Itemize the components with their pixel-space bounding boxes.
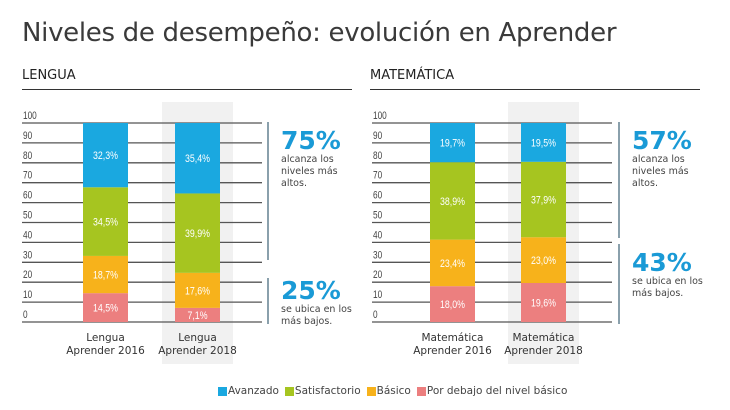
bar-segment-avanzado: [430, 123, 475, 163]
callout-value: 75%: [281, 126, 341, 155]
callout-text: alcanza los niveles más altos.: [281, 154, 338, 189]
callout-value: 57%: [632, 126, 692, 155]
bar-segment-basico: [175, 272, 220, 308]
bar-value-label: 23,4%: [440, 258, 465, 270]
callout-text: alcanza los niveles más altos.: [632, 154, 689, 189]
callout-low-lengua: 25% se ubica en los más bajos.: [281, 278, 361, 328]
bar-segment-satisfactorio: [430, 162, 475, 240]
callout-bracket-top-matematica: [618, 122, 620, 238]
y-tick-label: 20: [23, 269, 33, 281]
bar-value-label: 34,5%: [93, 217, 118, 229]
bar-value-label: 35,4%: [185, 153, 210, 165]
bar-value-label: 19,5%: [531, 138, 556, 150]
legend-swatch-avanzado: [218, 386, 227, 396]
x-category-label: Matemática: [513, 332, 575, 344]
bar-value-label: 18,0%: [440, 299, 465, 311]
callout-high-lengua: 75% alcanza los niveles más altos.: [281, 128, 361, 190]
y-tick-label: 30: [23, 249, 33, 261]
callout-low-matematica: 43% se ubica en los más bajos.: [632, 250, 712, 300]
bar-segment-basico: [83, 255, 128, 294]
legend-swatch-por-debajo: [416, 386, 426, 396]
y-tick-label: 0: [373, 309, 378, 321]
legend-label: Por debajo del nivel básico: [426, 385, 568, 397]
bar-segment-avanzado: [83, 123, 128, 188]
section-rule-lengua: [22, 89, 352, 90]
bar-segment-satisfactorio: [175, 193, 220, 273]
y-tick-label: 100: [23, 110, 37, 122]
y-tick-label: 80: [23, 150, 33, 162]
bar-value-label: 7,1%: [187, 310, 207, 322]
bar-value-label: 39,9%: [185, 228, 210, 240]
section-rule-matematica: [370, 89, 700, 90]
x-category-label: Aprender 2016: [66, 345, 145, 357]
y-tick-label: 70: [373, 170, 383, 182]
y-tick-label: 20: [373, 269, 383, 281]
legend-swatch-basico: [366, 386, 376, 396]
callout-value: 25%: [281, 276, 341, 305]
callout-text: se ubica en los más bajos.: [281, 304, 352, 327]
y-tick-label: 100: [373, 110, 387, 122]
y-tick-label: 90: [23, 130, 33, 142]
x-category-label: Lengua: [86, 332, 125, 344]
legend-label: Básico: [376, 385, 411, 397]
x-category-label: Aprender 2018: [504, 345, 583, 357]
y-tick-label: 50: [23, 209, 33, 221]
y-tick-label: 40: [23, 229, 33, 241]
y-tick-label: 10: [373, 289, 383, 301]
chart-matematica: 0 10 20 30 40 50 60 70 80 90 100 18,0% 23,4% 38,9% 19,…: [372, 102, 612, 364]
chart-lengua: 0 10 20 30 40 50 60 70 80 90 100 14,5% 18,7% 34,5% 32,…: [22, 102, 262, 364]
section-title-lengua: LENGUA: [22, 68, 76, 83]
legend-item-avanzado: Avanzado: [218, 385, 279, 397]
bar-segment-satisfactorio: [83, 187, 128, 256]
section-title-matematica: MATEMÁTICA: [370, 68, 455, 83]
callout-bracket-top-lengua: [267, 122, 269, 260]
bar-segment-por-debajo: [83, 293, 128, 322]
legend-label: Avanzado: [228, 385, 279, 397]
legend-swatch-satisfactorio: [284, 386, 294, 396]
legend-item-por-debajo: Por debajo del nivel básico: [416, 385, 568, 397]
callout-text: se ubica en los más bajos.: [632, 276, 703, 299]
bar-value-label: 37,9%: [531, 195, 556, 207]
bar-value-label: 17,6%: [185, 286, 210, 298]
bar-value-label: 23,0%: [531, 255, 556, 267]
bar-value-label: 32,3%: [93, 150, 118, 162]
y-tick-label: 0: [23, 309, 28, 321]
bar-value-label: 18,7%: [93, 270, 118, 282]
y-tick-label: 10: [23, 289, 33, 301]
legend: Avanzado Satisfactorio Básico Por debajo…: [218, 385, 567, 397]
callout-bracket-bottom-lengua: [267, 278, 269, 324]
y-tick-label: 60: [23, 190, 33, 202]
x-category-label: Aprender 2016: [413, 345, 492, 357]
bar-segment-satisfactorio: [521, 161, 566, 238]
y-tick-label: 60: [373, 190, 383, 202]
bar-value-label: 38,9%: [440, 196, 465, 208]
callout-value: 43%: [632, 248, 692, 277]
bar-segment-por-debajo: [521, 282, 566, 322]
bar-segment-avanzado: [175, 123, 220, 194]
x-category-label: Aprender 2018: [158, 345, 237, 357]
y-tick-label: 90: [373, 130, 383, 142]
bar-value-label: 19,7%: [440, 138, 465, 150]
legend-item-basico: Básico: [366, 385, 411, 397]
x-category-label: Matemática: [422, 332, 484, 344]
bar-segment-basico: [430, 239, 475, 287]
y-tick-label: 30: [373, 249, 383, 261]
y-tick-label: 40: [373, 229, 383, 241]
bar-value-label: 19,6%: [531, 298, 556, 310]
legend-item-satisfactorio: Satisfactorio: [284, 385, 361, 397]
y-tick-label: 70: [23, 170, 33, 182]
legend-label: Satisfactorio: [294, 385, 361, 397]
callout-bracket-bottom-matematica: [618, 244, 620, 324]
y-tick-label: 80: [373, 150, 383, 162]
page-title: Niveles de desempeño: evolución en Apren…: [22, 18, 617, 48]
bar-segment-basico: [521, 237, 566, 283]
bar-segment-por-debajo: [175, 307, 220, 322]
y-tick-label: 50: [373, 209, 383, 221]
x-category-label: Lengua: [178, 332, 217, 344]
callout-high-matematica: 57% alcanza los niveles más altos.: [632, 128, 712, 190]
bar-value-label: 14,5%: [93, 303, 118, 315]
bar-segment-avanzado: [521, 123, 566, 162]
bar-segment-por-debajo: [430, 286, 475, 322]
